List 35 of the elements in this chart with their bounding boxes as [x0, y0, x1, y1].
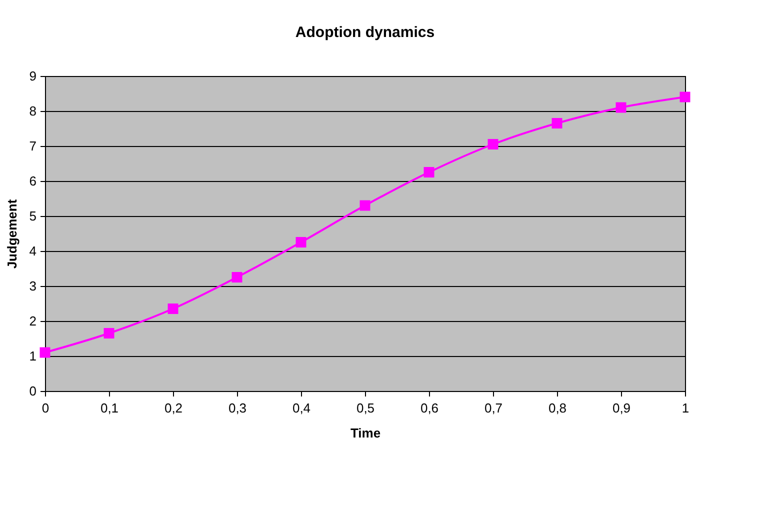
point: [360, 200, 370, 211]
point: [40, 347, 50, 358]
y-tick-label: 6: [29, 174, 36, 188]
x-tick-label: 0,5: [356, 400, 375, 416]
x-tick-label: 0: [42, 400, 50, 416]
x-tick-label: 0,2: [164, 400, 183, 416]
point: [488, 139, 498, 150]
point: [680, 92, 690, 102]
x-tick-label: 0,1: [100, 400, 119, 416]
point: [232, 272, 242, 282]
x-tick-label: 0,8: [548, 400, 567, 416]
point: [168, 304, 178, 314]
point: [296, 237, 306, 248]
x-tick-label: 0,3: [228, 400, 247, 416]
y-tick-label: 4: [29, 244, 36, 258]
y-tick-label: 1: [29, 348, 36, 364]
point: [104, 328, 114, 338]
x-tick-label: 0,6: [420, 400, 439, 416]
y-tick-label: 0: [29, 384, 36, 398]
chart-title: Adoption dynamics: [295, 24, 435, 41]
y-tick-label: 3: [29, 278, 36, 294]
y-tick-label: 9: [29, 68, 36, 84]
y-tick-label: 2: [29, 314, 36, 328]
y-tick-label: 5: [29, 208, 36, 224]
point: [424, 167, 434, 178]
point: [552, 118, 562, 128]
y-axis-title: Judgement: [4, 198, 20, 269]
y-tick-label: 8: [29, 104, 36, 118]
x-tick-label: 0,7: [484, 400, 503, 416]
point: [616, 102, 626, 113]
y-tick-label: 7: [29, 138, 36, 154]
x-axis-title: Time: [350, 426, 381, 440]
x-tick-label: 0,4: [292, 400, 311, 416]
x-tick-label: 1: [682, 400, 690, 416]
x-tick-label: 0,9: [612, 400, 631, 416]
